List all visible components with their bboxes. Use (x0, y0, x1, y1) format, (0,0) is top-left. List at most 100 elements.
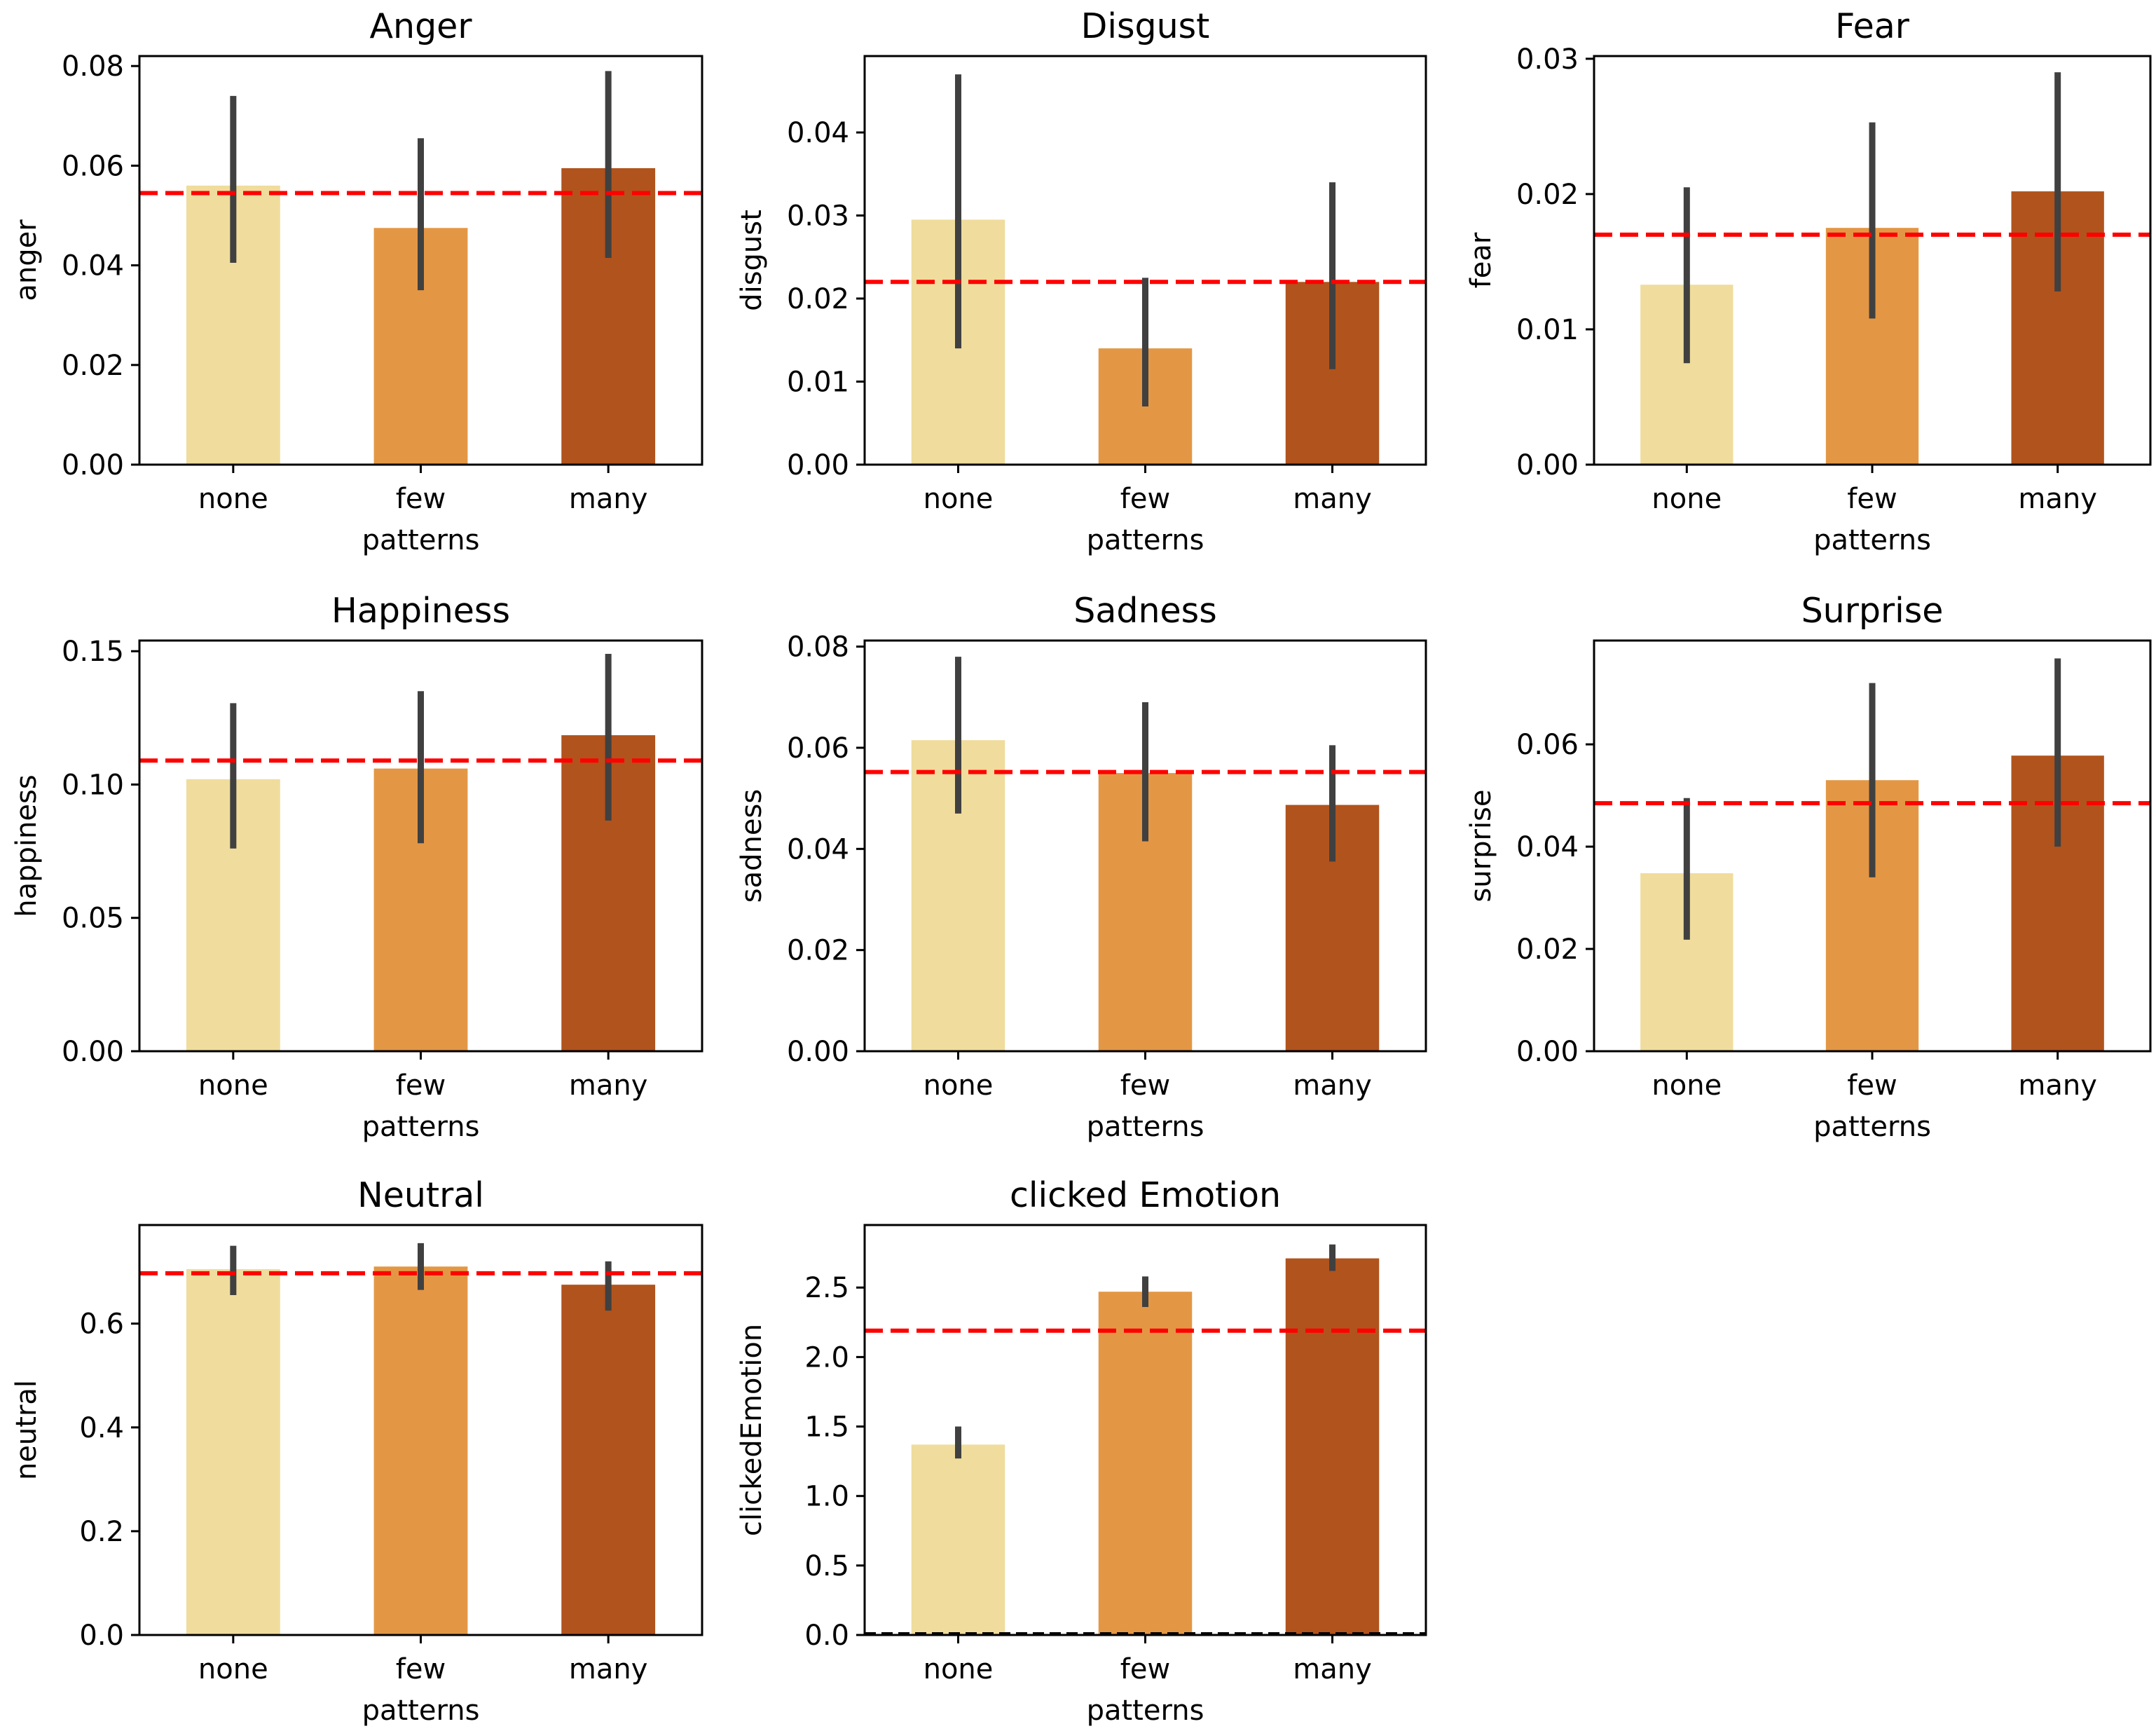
y-tick-label: 0.2 (79, 1516, 124, 1548)
x-tick-label: few (396, 1069, 446, 1102)
x-tick-label: many (1293, 1653, 1372, 1685)
y-tick-label: 0.4 (79, 1412, 124, 1444)
plot-frame (138, 639, 703, 1053)
x-axis-label: patterns (1087, 1695, 1204, 1727)
x-tick-label: many (1293, 483, 1372, 515)
bar-few (373, 1266, 468, 1635)
x-tick-label: none (1652, 1069, 1722, 1102)
y-tick-label: 0.00 (62, 1036, 124, 1068)
y-axis-label: surprise (1465, 789, 1497, 902)
x-tick-label: none (923, 1653, 994, 1685)
x-tick-label: many (569, 1653, 648, 1685)
bar-none (186, 1268, 280, 1635)
subplot-title: Surprise (1801, 591, 1944, 631)
y-tick-label: 0.04 (62, 250, 124, 282)
y-axis-label: disgust (736, 210, 768, 311)
plot-frame (1593, 55, 2152, 466)
y-tick-label: 0.05 (62, 903, 124, 935)
x-tick-label: many (2018, 1069, 2097, 1102)
x-tick-label: none (923, 483, 994, 515)
y-tick-label: 1.5 (804, 1411, 849, 1444)
bar-many (1285, 1258, 1380, 1635)
x-axis-label: patterns (1813, 1111, 1931, 1143)
x-axis-label: patterns (362, 524, 480, 556)
y-tick-label: 0.04 (787, 117, 849, 149)
y-tick-label: 2.0 (804, 1341, 849, 1374)
y-tick-label: 0.01 (787, 367, 849, 399)
plot-frame (863, 639, 1427, 1053)
y-axis-label: anger (11, 219, 43, 301)
plot-frame (863, 55, 1427, 466)
y-axis-label: neutral (11, 1380, 43, 1480)
x-axis-label: patterns (362, 1111, 480, 1143)
y-tick-label: 0.01 (1516, 314, 1579, 346)
y-tick-label: 0.10 (62, 769, 124, 801)
y-axis-label: fear (1465, 232, 1497, 288)
subplot-title: Happiness (331, 591, 510, 631)
subplot-title: Neutral (357, 1175, 484, 1215)
subplot-neutral: Neutral none few many 0.0 0.2 0.4 0.6 patterns ne… (11, 1175, 703, 1727)
y-axis-label: happiness (11, 774, 43, 917)
y-tick-label: 0.00 (1516, 449, 1579, 481)
y-tick-label: 0.02 (787, 283, 849, 315)
x-tick-label: few (1847, 483, 1897, 515)
x-axis-label: patterns (1087, 524, 1204, 556)
y-tick-label: 0.03 (1516, 43, 1579, 76)
y-tick-label: 0.08 (787, 631, 849, 664)
y-tick-label: 0.15 (62, 636, 124, 668)
y-axis-label: sadness (736, 789, 768, 903)
y-tick-label: 0.02 (62, 350, 124, 382)
x-axis-label: patterns (1813, 524, 1931, 556)
plot-frame (863, 1224, 1427, 1636)
subplot-clicked-emotion: clicked Emotion none few many 0.0 0.5 1.0 1.5 2.… (736, 1175, 1427, 1727)
y-tick-label: 0.0 (79, 1620, 124, 1652)
subplot-surprise: Surprise none few many 0.00 0.02 0.04 0.06 patte… (1465, 591, 2152, 1143)
y-tick-label: 2.5 (804, 1272, 849, 1304)
y-tick-label: 0.00 (787, 1036, 849, 1068)
subplot-title: clicked Emotion (1010, 1175, 1281, 1215)
y-tick-label: 0.00 (787, 449, 849, 481)
y-tick-label: 0.06 (62, 150, 124, 182)
y-tick-label: 0.00 (1516, 1036, 1579, 1068)
x-tick-label: few (1120, 483, 1170, 515)
y-tick-label: 0.5 (804, 1550, 849, 1582)
x-tick-label: none (198, 483, 268, 515)
y-tick-label: 0.0 (804, 1620, 849, 1652)
x-tick-label: few (396, 1653, 446, 1685)
plot-frame (138, 55, 703, 466)
x-tick-label: few (1120, 1653, 1170, 1685)
x-tick-label: none (1652, 483, 1722, 515)
x-axis-label: patterns (1087, 1111, 1204, 1143)
x-tick-label: none (198, 1653, 268, 1685)
subplot-title: Disgust (1081, 6, 1210, 46)
x-tick-label: many (2018, 483, 2097, 515)
subplot-fear: Fear none few many 0.00 0.01 0.02 0.03 patterns f… (1465, 6, 2152, 556)
subplot-happiness: Happiness none few many 0.00 0.05 0.10 0.15 patt… (11, 591, 703, 1143)
plot-frame (138, 1224, 703, 1636)
y-tick-label: 0.03 (787, 200, 849, 233)
y-tick-label: 0.04 (787, 833, 849, 866)
subplot-anger: Anger none few many 0.00 0.02 0.04 0.06 0.08 patt… (11, 6, 703, 556)
subplot-title: Anger (370, 6, 473, 46)
x-tick-label: few (396, 483, 446, 515)
x-tick-label: few (1847, 1069, 1897, 1102)
x-tick-label: none (198, 1069, 268, 1102)
subplot-title: Fear (1835, 6, 1910, 46)
x-tick-label: many (569, 1069, 648, 1102)
y-tick-label: 0.00 (62, 449, 124, 481)
subplot-title: Sadness (1073, 591, 1217, 631)
y-tick-label: 1.0 (804, 1481, 849, 1513)
x-tick-label: many (569, 483, 648, 515)
subplot-sadness: Sadness none few many 0.00 0.02 0.04 0.06 0.08 pa… (736, 591, 1427, 1143)
subplot-disgust: Disgust none few many 0.00 0.01 0.02 0.03 0.04 pa… (736, 6, 1427, 556)
plot-frame (1593, 639, 2152, 1053)
y-tick-label: 0.08 (62, 50, 124, 83)
y-tick-label: 0.6 (79, 1308, 124, 1341)
bar-few (1098, 1292, 1193, 1635)
y-tick-label: 0.02 (787, 935, 849, 967)
x-tick-label: none (923, 1069, 994, 1102)
y-tick-label: 0.04 (1516, 831, 1579, 863)
y-tick-label: 0.02 (1516, 933, 1579, 966)
x-tick-label: many (1293, 1069, 1372, 1102)
bar-many (561, 1285, 656, 1635)
